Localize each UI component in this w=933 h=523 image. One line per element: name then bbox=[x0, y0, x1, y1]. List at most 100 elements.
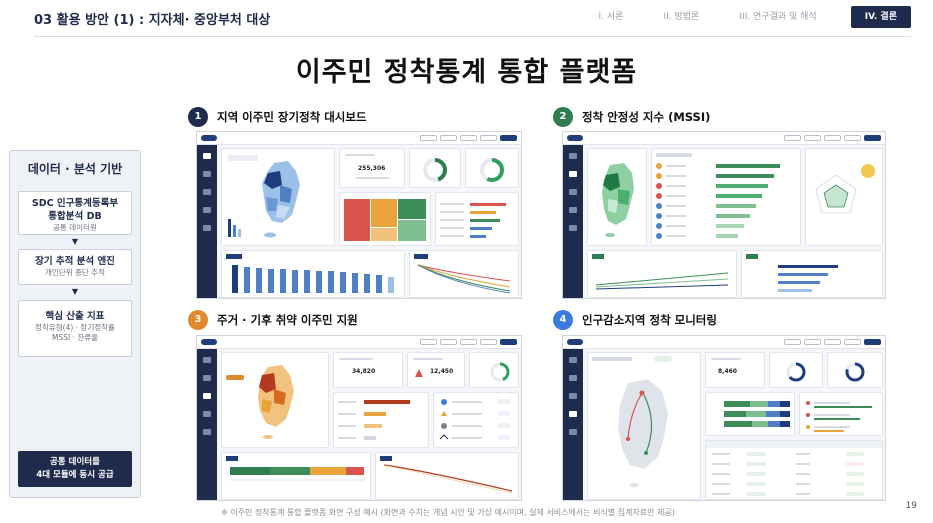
decay-line-chart bbox=[414, 254, 511, 294]
dash-tab-active[interactable] bbox=[864, 339, 881, 345]
caption bbox=[345, 154, 375, 156]
region-table bbox=[706, 441, 882, 496]
dash-tab[interactable] bbox=[420, 339, 437, 345]
kpi-card: 255,306 bbox=[339, 148, 405, 188]
dash-tab[interactable] bbox=[844, 135, 861, 141]
dashboard-3-screenshot: 34,820 12,450 bbox=[196, 335, 522, 501]
warning-icon bbox=[415, 369, 423, 377]
nav-results[interactable]: III. 연구결과 및 해석 bbox=[739, 12, 817, 22]
trend-card bbox=[587, 250, 737, 298]
box-title: 핵심 산출 지표 bbox=[45, 311, 105, 322]
medal-icon bbox=[861, 164, 875, 178]
region-table-card bbox=[705, 440, 883, 500]
callout-line-1: 공통 데이터를 bbox=[50, 457, 100, 467]
horizontal-bar-chart bbox=[440, 203, 506, 238]
menu-icon[interactable] bbox=[569, 429, 577, 435]
menu-icon[interactable] bbox=[203, 171, 211, 177]
logo bbox=[567, 135, 583, 141]
donut-chart bbox=[423, 158, 447, 182]
dashboard-2-screenshot bbox=[562, 131, 886, 299]
caption bbox=[356, 177, 390, 179]
line-chart-card bbox=[409, 250, 519, 298]
dash-tab[interactable] bbox=[844, 339, 861, 345]
dash-tab[interactable] bbox=[480, 339, 497, 345]
module-1-label: 지역 이주민 장기정착 대시보드 bbox=[217, 110, 367, 124]
dash-tab[interactable] bbox=[824, 339, 841, 345]
dash-tab[interactable] bbox=[480, 135, 497, 141]
dash-sidebar bbox=[563, 349, 583, 500]
kpi-card: 34,820 bbox=[333, 352, 403, 388]
dash-tab[interactable] bbox=[784, 339, 801, 345]
stacked-bar-card bbox=[221, 452, 371, 500]
map-card bbox=[587, 148, 647, 246]
climate-risk-card bbox=[433, 392, 519, 448]
menu-icon[interactable] bbox=[569, 171, 577, 177]
menu-icon[interactable] bbox=[203, 189, 211, 195]
callout-line-2: 4대 모듈에 동시 공급 bbox=[36, 470, 114, 480]
dash-tab[interactable] bbox=[804, 339, 821, 345]
menu-icon[interactable] bbox=[203, 411, 211, 417]
map-card bbox=[221, 352, 329, 448]
dash-tab-active[interactable] bbox=[864, 135, 881, 141]
dash-tab-active[interactable] bbox=[500, 135, 517, 141]
dash-tab[interactable] bbox=[804, 135, 821, 141]
menu-icon[interactable] bbox=[569, 357, 577, 363]
menu-icon[interactable] bbox=[569, 225, 577, 231]
section-title: 03 활용 방안 (1) : 지자체· 중앙부처 대상 bbox=[34, 9, 270, 28]
dash-tab[interactable] bbox=[440, 339, 457, 345]
menu-icon[interactable] bbox=[203, 207, 211, 213]
down-arrow-icon: ▼ bbox=[71, 287, 79, 296]
module-2-heading: 2 정착 안정성 지수 (MSSI) bbox=[553, 107, 710, 127]
donut-card bbox=[465, 148, 519, 188]
box-sub: 개인단위 종단 추적 bbox=[45, 268, 105, 277]
dash-tab[interactable] bbox=[420, 135, 437, 141]
data-foundation-panel: 데이터 · 분석 기반 SDC 인구통계등록부 통합분석 DB 공통 데이터원 … bbox=[9, 150, 141, 498]
nav-method[interactable]: II. 방법론 bbox=[663, 12, 700, 22]
tracking-engine-box: 장기 추적 분석 엔진 개인단위 종단 추적 bbox=[18, 249, 132, 285]
menu-icon[interactable] bbox=[569, 207, 577, 213]
korea-map-choropleth bbox=[226, 365, 294, 439]
radar-card bbox=[805, 148, 883, 246]
caption bbox=[413, 358, 443, 360]
dash-tab[interactable] bbox=[824, 135, 841, 141]
menu-icon[interactable] bbox=[569, 189, 577, 195]
dash-tab[interactable] bbox=[784, 135, 801, 141]
menu-icon[interactable] bbox=[203, 357, 211, 363]
module-4-heading: 4 인구감소지역 정착 모니터링 bbox=[553, 310, 717, 330]
footnote: ※ 이주민 정착통계 통합 플랫폼 화면 구성 예시 (화면과 수치는 개념 시… bbox=[221, 508, 675, 517]
donut-card bbox=[469, 352, 519, 388]
nav-intro[interactable]: I. 서론 bbox=[598, 12, 624, 22]
mssi-table-card bbox=[651, 148, 801, 246]
donut-card bbox=[409, 148, 461, 188]
flow-map bbox=[592, 356, 672, 487]
dash-sidebar bbox=[197, 349, 217, 500]
menu-icon[interactable] bbox=[569, 153, 577, 159]
header-divider bbox=[34, 36, 911, 37]
korea-map-choropleth bbox=[228, 155, 300, 238]
menu-icon[interactable] bbox=[203, 393, 211, 399]
menu-icon[interactable] bbox=[203, 153, 211, 159]
donut-chart bbox=[786, 362, 806, 382]
dash-tab-active[interactable] bbox=[500, 339, 517, 345]
dash-tab[interactable] bbox=[460, 135, 477, 141]
map-card bbox=[221, 148, 335, 246]
dash-tabs bbox=[417, 339, 517, 345]
dash-tab[interactable] bbox=[460, 339, 477, 345]
core-indicators-box: 핵심 산출 지표 정착유형(4) · 장기정착률 MSSI · 잔류율 bbox=[18, 300, 132, 357]
logo bbox=[567, 339, 583, 345]
flow-map-card bbox=[587, 352, 701, 500]
menu-icon[interactable] bbox=[203, 429, 211, 435]
sdc-db-box: SDC 인구통계등록부 통합분석 DB 공통 데이터원 bbox=[18, 191, 132, 235]
donut-card bbox=[769, 352, 823, 388]
menu-icon[interactable] bbox=[569, 393, 577, 399]
donut-chart bbox=[490, 362, 510, 382]
menu-icon[interactable] bbox=[569, 411, 577, 417]
kpi-card: 8,460 bbox=[705, 352, 765, 388]
page-title: 이주민 정착통계 통합 플랫폼 bbox=[295, 57, 638, 88]
menu-icon[interactable] bbox=[203, 375, 211, 381]
kpi-value: 8,460 bbox=[718, 368, 737, 375]
dash-tab[interactable] bbox=[440, 135, 457, 141]
nav-conclusion[interactable]: IV. 결론 bbox=[850, 6, 911, 28]
menu-icon[interactable] bbox=[203, 225, 211, 231]
menu-icon[interactable] bbox=[569, 375, 577, 381]
